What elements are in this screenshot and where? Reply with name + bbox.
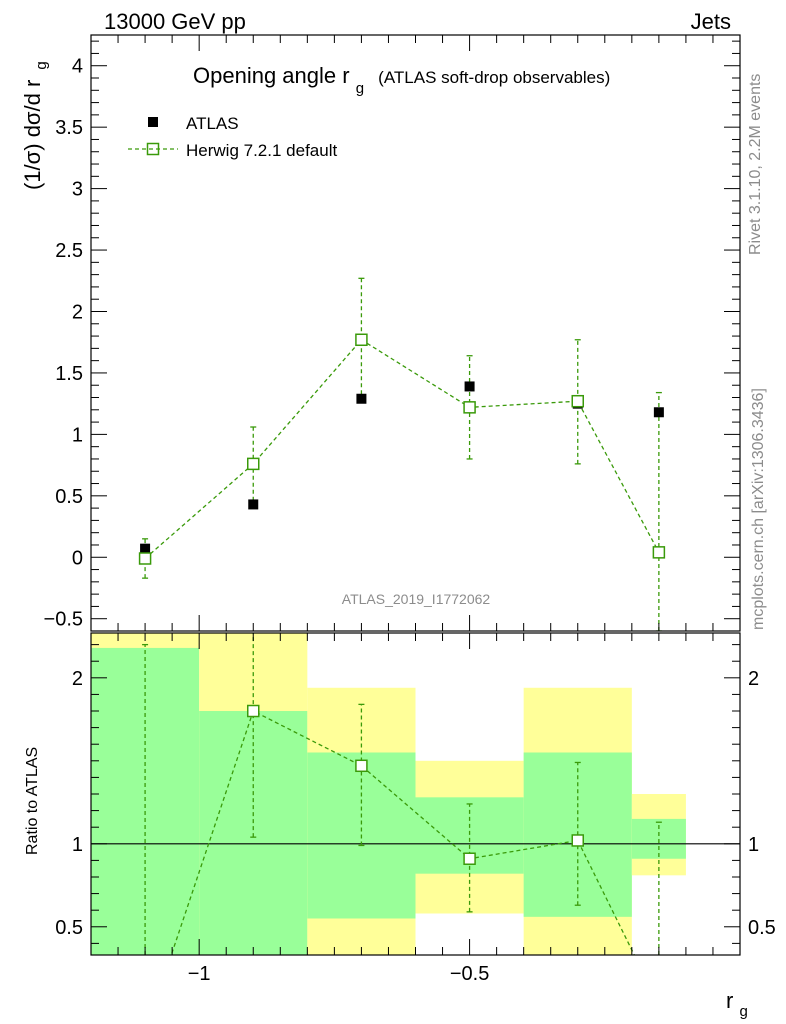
legend-marker-atlas <box>148 117 158 127</box>
ratio-y-tick-label-right: 2 <box>748 668 759 690</box>
atlas-data-point <box>653 407 664 418</box>
y-axis-label-main: (1/σ) dσ/d r <box>20 80 45 190</box>
y-tick-label: 0.5 <box>55 486 83 508</box>
herwig-point <box>463 401 476 414</box>
herwig-point <box>571 394 584 408</box>
main-plot-panel: ATLAS_2019_I1772062 −0.5 0 0.5 1 1.5 2 2.5 3 3.5… <box>20 34 741 632</box>
y-tick-label: −0.5 <box>44 609 83 631</box>
plot-title-main: Opening angle r <box>193 63 350 88</box>
plot-title-rest: (ATLAS soft-drop observables) <box>378 68 610 87</box>
ratio-y-tick-label-right: 1 <box>748 834 759 856</box>
rivet-version-label: Rivet 3.1.10, 2.2M events <box>747 74 764 255</box>
plot-title-sub: g <box>356 80 364 97</box>
x-axis-label: r g <box>726 988 748 1020</box>
atlas-data-point <box>464 381 475 392</box>
y-tick-label: 4 <box>72 56 83 78</box>
x-axis-label-main: r <box>726 988 733 1013</box>
herwig-point <box>355 333 368 347</box>
x-axis-label-sub: g <box>739 1003 747 1020</box>
uncertainty-band-green <box>199 711 308 955</box>
y-tick-label: 3.5 <box>55 117 83 139</box>
atlas-data-point <box>140 543 151 554</box>
herwig-point <box>652 546 666 559</box>
ratio-y-tick-label: 0.5 <box>55 917 83 939</box>
ratio-y-tick-label: 1 <box>72 834 83 856</box>
herwig-ratio-point <box>355 759 368 773</box>
y-tick-label: 0 <box>72 547 83 569</box>
herwig-point <box>138 552 152 565</box>
y-tick-label: 3 <box>72 179 83 201</box>
ratio-y-tick-label-right: 0.5 <box>748 917 776 939</box>
y-tick-label: 2.5 <box>55 240 83 262</box>
ratio-axis-label: Ratio to ATLAS <box>24 747 41 855</box>
legend: ATLAS Herwig 7.2.1 default <box>128 114 337 160</box>
legend-marker-herwig <box>146 142 160 156</box>
uncertainty-band-green <box>631 818 686 859</box>
y-axis-label: (1/σ) dσ/d r g <box>20 61 50 190</box>
herwig-ratio-point <box>571 834 584 847</box>
atlas-data-point <box>356 393 367 404</box>
y-tick-label: 2 <box>72 301 83 323</box>
herwig-line <box>144 338 660 559</box>
plot-title: Opening angle r g (ATLAS soft-drop obser… <box>193 63 610 98</box>
mcplots-site-label: mcplots.cern.ch [arXiv:1306.3436] <box>750 388 767 630</box>
legend-label-herwig: Herwig 7.2.1 default <box>186 141 337 160</box>
legend-label-atlas: ATLAS <box>186 114 239 133</box>
atlas-data-point <box>248 499 259 510</box>
ratio-y-tick-label: 2 <box>72 668 83 690</box>
herwig-ratio-point <box>247 704 260 718</box>
herwig-ratio-point <box>463 852 476 865</box>
y-tick-label: 1.5 <box>55 363 83 385</box>
x-tick-label: −1 <box>188 963 211 985</box>
ratio-plot-panel: 0.5 0.5 1 1 2 2 −1 −0.5 Ratio to ATLAS r g <box>24 632 776 1020</box>
analysis-watermark: ATLAS_2019_I1772062 <box>342 591 491 607</box>
process-label: Jets <box>691 9 731 34</box>
y-tick-label: 1 <box>72 424 83 446</box>
herwig-point <box>247 457 260 471</box>
herwig-ratio-line <box>170 710 636 955</box>
y-axis-label-sub: g <box>33 61 50 69</box>
energy-label: 13000 GeV pp <box>104 9 246 34</box>
x-tick-label: −0.5 <box>450 963 489 985</box>
